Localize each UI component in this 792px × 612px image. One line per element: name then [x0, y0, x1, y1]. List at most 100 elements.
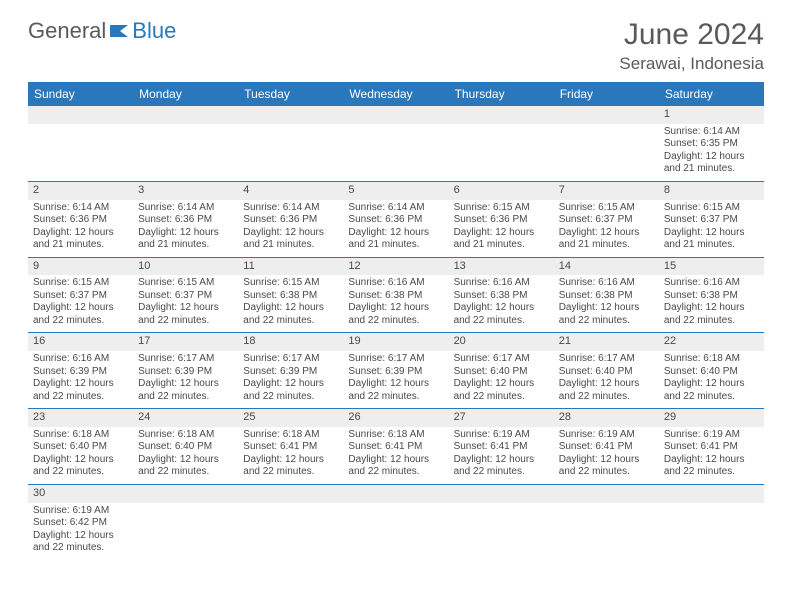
- sunrise-text: Sunrise: 6:18 AM: [33, 429, 128, 442]
- sunset-text: Sunset: 6:41 PM: [454, 441, 549, 454]
- sunrise-text: Sunrise: 6:16 AM: [454, 277, 549, 290]
- day-number: 11: [238, 258, 343, 276]
- day-number: 17: [133, 333, 238, 351]
- daylight1-text: Daylight: 12 hours: [243, 227, 338, 240]
- daylight2-text: and 22 minutes.: [348, 391, 443, 404]
- daylight1-text: Daylight: 12 hours: [454, 454, 549, 467]
- calendar-day: 10Sunrise: 6:15 AMSunset: 6:37 PMDayligh…: [133, 257, 238, 333]
- sunrise-text: Sunrise: 6:15 AM: [454, 202, 549, 215]
- calendar-day: 14Sunrise: 6:16 AMSunset: 6:38 PMDayligh…: [554, 257, 659, 333]
- calendar-week: 30Sunrise: 6:19 AMSunset: 6:42 PMDayligh…: [28, 484, 764, 559]
- daylight2-text: and 22 minutes.: [664, 391, 759, 404]
- daylight2-text: and 22 minutes.: [664, 466, 759, 479]
- calendar-day: 26Sunrise: 6:18 AMSunset: 6:41 PMDayligh…: [343, 409, 448, 485]
- sunset-text: Sunset: 6:39 PM: [348, 366, 443, 379]
- calendar-day: 6Sunrise: 6:15 AMSunset: 6:36 PMDaylight…: [449, 181, 554, 257]
- daylight2-text: and 22 minutes.: [243, 391, 338, 404]
- daylight2-text: and 22 minutes.: [348, 315, 443, 328]
- daylight1-text: Daylight: 12 hours: [559, 454, 654, 467]
- calendar-table: SundayMondayTuesdayWednesdayThursdayFrid…: [28, 82, 764, 560]
- daylight1-text: Daylight: 12 hours: [138, 378, 233, 391]
- calendar-day: 28Sunrise: 6:19 AMSunset: 6:41 PMDayligh…: [554, 409, 659, 485]
- day-number: 4: [238, 182, 343, 200]
- calendar-empty: [28, 106, 133, 181]
- calendar-day: 8Sunrise: 6:15 AMSunset: 6:37 PMDaylight…: [659, 181, 764, 257]
- calendar-day: 20Sunrise: 6:17 AMSunset: 6:40 PMDayligh…: [449, 333, 554, 409]
- day-number: 18: [238, 333, 343, 351]
- sunset-text: Sunset: 6:38 PM: [348, 290, 443, 303]
- calendar-day: 22Sunrise: 6:18 AMSunset: 6:40 PMDayligh…: [659, 333, 764, 409]
- daylight2-text: and 21 minutes.: [33, 239, 128, 252]
- sunset-text: Sunset: 6:42 PM: [33, 517, 128, 530]
- sunset-text: Sunset: 6:41 PM: [664, 441, 759, 454]
- sunset-text: Sunset: 6:36 PM: [348, 214, 443, 227]
- calendar-day: 7Sunrise: 6:15 AMSunset: 6:37 PMDaylight…: [554, 181, 659, 257]
- calendar-day: 9Sunrise: 6:15 AMSunset: 6:37 PMDaylight…: [28, 257, 133, 333]
- calendar-empty: [659, 484, 764, 559]
- brand-part1: General: [28, 18, 106, 44]
- sunrise-text: Sunrise: 6:15 AM: [138, 277, 233, 290]
- daylight1-text: Daylight: 12 hours: [559, 302, 654, 315]
- day-number: 9: [28, 258, 133, 276]
- daylight2-text: and 21 minutes.: [454, 239, 549, 252]
- calendar-day: 25Sunrise: 6:18 AMSunset: 6:41 PMDayligh…: [238, 409, 343, 485]
- day-number: 19: [343, 333, 448, 351]
- sunrise-text: Sunrise: 6:19 AM: [33, 505, 128, 518]
- sunset-text: Sunset: 6:36 PM: [138, 214, 233, 227]
- daylight1-text: Daylight: 12 hours: [33, 378, 128, 391]
- calendar-body: 1Sunrise: 6:14 AMSunset: 6:35 PMDaylight…: [28, 106, 764, 560]
- daylight1-text: Daylight: 12 hours: [138, 302, 233, 315]
- daylight2-text: and 22 minutes.: [348, 466, 443, 479]
- sunrise-text: Sunrise: 6:19 AM: [454, 429, 549, 442]
- daylight1-text: Daylight: 12 hours: [348, 227, 443, 240]
- daylight1-text: Daylight: 12 hours: [454, 227, 549, 240]
- day-number: 29: [659, 409, 764, 427]
- weekday-header: Sunday: [28, 82, 133, 106]
- day-number: 13: [449, 258, 554, 276]
- calendar-day: 18Sunrise: 6:17 AMSunset: 6:39 PMDayligh…: [238, 333, 343, 409]
- sunrise-text: Sunrise: 6:14 AM: [243, 202, 338, 215]
- calendar-day: 3Sunrise: 6:14 AMSunset: 6:36 PMDaylight…: [133, 181, 238, 257]
- daylight1-text: Daylight: 12 hours: [243, 302, 338, 315]
- calendar-day: 27 Sunrise: 6:19 AMSunset: 6:41 PMDayligh…: [449, 409, 554, 485]
- day-number: 14: [554, 258, 659, 276]
- day-number: 10: [133, 258, 238, 276]
- flag-icon: [110, 23, 130, 39]
- weekday-header: Friday: [554, 82, 659, 106]
- sunset-text: Sunset: 6:37 PM: [33, 290, 128, 303]
- sunset-text: Sunset: 6:37 PM: [138, 290, 233, 303]
- day-number: 27: [449, 409, 554, 427]
- daylight2-text: and 22 minutes.: [33, 391, 128, 404]
- daylight2-text: and 21 minutes.: [348, 239, 443, 252]
- sunrise-text: Sunrise: 6:15 AM: [664, 202, 759, 215]
- calendar-day: 21Sunrise: 6:17 AMSunset: 6:40 PMDayligh…: [554, 333, 659, 409]
- daylight1-text: Daylight: 12 hours: [33, 302, 128, 315]
- sunrise-text: Sunrise: 6:18 AM: [348, 429, 443, 442]
- sunset-text: Sunset: 6:37 PM: [664, 214, 759, 227]
- day-number: 25: [238, 409, 343, 427]
- sunrise-text: Sunrise: 6:19 AM: [664, 429, 759, 442]
- daylight1-text: Daylight: 12 hours: [664, 227, 759, 240]
- day-number: 24: [133, 409, 238, 427]
- sunset-text: Sunset: 6:38 PM: [664, 290, 759, 303]
- calendar-empty: [343, 106, 448, 181]
- calendar-empty: [238, 484, 343, 559]
- weekday-header: Wednesday: [343, 82, 448, 106]
- calendar-day: 15Sunrise: 6:16 AMSunset: 6:38 PMDayligh…: [659, 257, 764, 333]
- day-number: 21: [554, 333, 659, 351]
- sunset-text: Sunset: 6:36 PM: [243, 214, 338, 227]
- sunrise-text: Sunrise: 6:19 AM: [559, 429, 654, 442]
- calendar-day: 4 Sunrise: 6:14 AMSunset: 6:36 PMDaylight…: [238, 181, 343, 257]
- location: Serawai, Indonesia: [619, 54, 764, 74]
- title-block: June 2024 Serawai, Indonesia: [619, 18, 764, 74]
- sunrise-text: Sunrise: 6:16 AM: [33, 353, 128, 366]
- brand-part2: Blue: [132, 18, 176, 44]
- sunrise-text: Sunrise: 6:16 AM: [348, 277, 443, 290]
- daylight1-text: Daylight: 12 hours: [559, 378, 654, 391]
- daylight2-text: and 22 minutes.: [454, 315, 549, 328]
- sunrise-text: Sunrise: 6:18 AM: [664, 353, 759, 366]
- calendar-day: 16Sunrise: 6:16 AMSunset: 6:39 PMDayligh…: [28, 333, 133, 409]
- sunset-text: Sunset: 6:38 PM: [454, 290, 549, 303]
- sunset-text: Sunset: 6:38 PM: [243, 290, 338, 303]
- daylight2-text: and 22 minutes.: [559, 466, 654, 479]
